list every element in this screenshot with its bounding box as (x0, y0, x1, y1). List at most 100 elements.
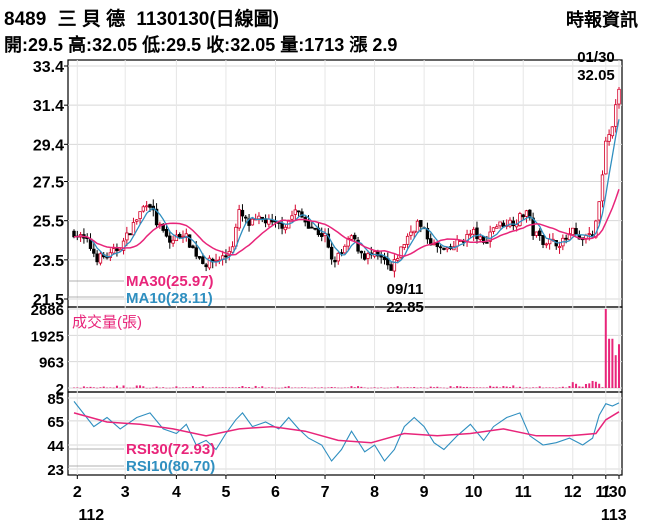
volume-bar (528, 387, 531, 389)
volume-bar (248, 387, 251, 388)
candle-body (191, 245, 195, 249)
candle-body (128, 233, 132, 236)
candle-body (382, 256, 387, 261)
stock-code: 8489 (4, 9, 47, 30)
rsi-panel (73, 401, 620, 462)
close-value: 32.05 (230, 35, 276, 55)
ohlc-summary: 開:29.5 高:32.05 低:29.5 收:32.05 量:1713 漲 2… (4, 31, 397, 57)
volume-bar (608, 338, 611, 388)
volume-bar (73, 387, 75, 389)
volume-bar (115, 385, 118, 388)
volume-bar (185, 387, 188, 388)
volume-bar (449, 386, 452, 388)
volume-bar (234, 387, 237, 389)
candle-body (138, 211, 142, 219)
volume-bar (274, 387, 277, 389)
volume-bar (208, 387, 211, 388)
volume-bar (172, 387, 175, 389)
volume-bar (561, 386, 564, 388)
source-label: 時報資訊 (566, 10, 638, 30)
candle-body (125, 232, 129, 241)
candle-body (154, 208, 159, 226)
month-tick-label: 11 (515, 484, 532, 501)
volume-bar (281, 387, 284, 389)
volume-bar (337, 387, 340, 389)
candle-body (488, 231, 492, 242)
ma10-legend: MA10(28.11) (126, 290, 213, 307)
candle-body (468, 233, 473, 236)
candle-body (144, 205, 149, 208)
candle-body (442, 248, 446, 250)
candle-body (438, 246, 443, 249)
volume-bar (320, 387, 323, 388)
month-tick-label: 9 (420, 484, 429, 501)
candle-body (389, 264, 393, 271)
candle-body (257, 215, 261, 220)
candle-body (435, 242, 440, 247)
candle-body (600, 174, 605, 202)
candle-body (495, 226, 499, 229)
volume-bar (297, 387, 300, 389)
price-tick-label: 23.5 (33, 253, 64, 270)
candle-body (121, 240, 126, 251)
volume-bar (426, 387, 429, 389)
volume-value: 1713 (304, 35, 345, 55)
volume-bar (509, 387, 511, 388)
candle-body (306, 220, 311, 229)
volume-bar (611, 338, 614, 388)
volume-bar (499, 387, 502, 388)
volume-bar (343, 387, 346, 389)
candle-body (230, 246, 235, 253)
open-label: 開: (4, 35, 28, 55)
stock-name: 三 貝 德 (57, 9, 126, 30)
volume-bar (102, 386, 105, 388)
volume-bar (380, 387, 383, 388)
candle-body (95, 253, 99, 263)
rsi30-legend: RSI30(72.93) (126, 441, 215, 458)
candle-body (343, 245, 347, 254)
candle-body (604, 140, 608, 175)
candle-body (610, 126, 615, 137)
volume-bar (135, 385, 138, 388)
candle-body (379, 254, 383, 258)
volume-bar (277, 387, 280, 389)
volume-bar (215, 387, 218, 389)
candle-body (111, 248, 116, 254)
candle-body (92, 248, 96, 254)
low-label: 低: (142, 35, 167, 55)
volume-bar (96, 387, 99, 389)
volume-bar (459, 386, 462, 388)
volume-bar (373, 387, 376, 388)
candle-body (72, 230, 76, 238)
rsi-frame (67, 391, 623, 476)
volume-bar (555, 387, 558, 389)
volume-bar (565, 387, 568, 389)
volume-bar (446, 387, 449, 389)
volume-bar (347, 387, 350, 388)
panel-frames (67, 59, 623, 476)
high-date-annotation: 01/30 (577, 49, 615, 66)
volume-bar (548, 387, 551, 388)
volume-panel (73, 309, 620, 389)
volume-bar (271, 387, 274, 389)
volume-bar (125, 387, 128, 389)
candle-body (353, 234, 357, 240)
candle-body (135, 219, 139, 222)
candle-body (538, 230, 542, 236)
price-tick-label: 21.5 (33, 292, 64, 309)
candle-body (498, 221, 502, 227)
candle-body (405, 235, 410, 245)
volume-bar (400, 387, 402, 389)
candle-body (131, 222, 136, 236)
candle-body (346, 237, 350, 247)
date-title: 1130130(日線圖) (136, 9, 279, 30)
volume-bar (456, 386, 459, 388)
candle-body (283, 226, 288, 231)
price-tick-label: 29.4 (33, 137, 64, 154)
volume-bar (492, 386, 495, 388)
price-tick-label: 25.5 (33, 214, 64, 231)
volume-bar (211, 387, 214, 388)
volume-bar (152, 387, 155, 389)
volume-bar (581, 386, 584, 388)
